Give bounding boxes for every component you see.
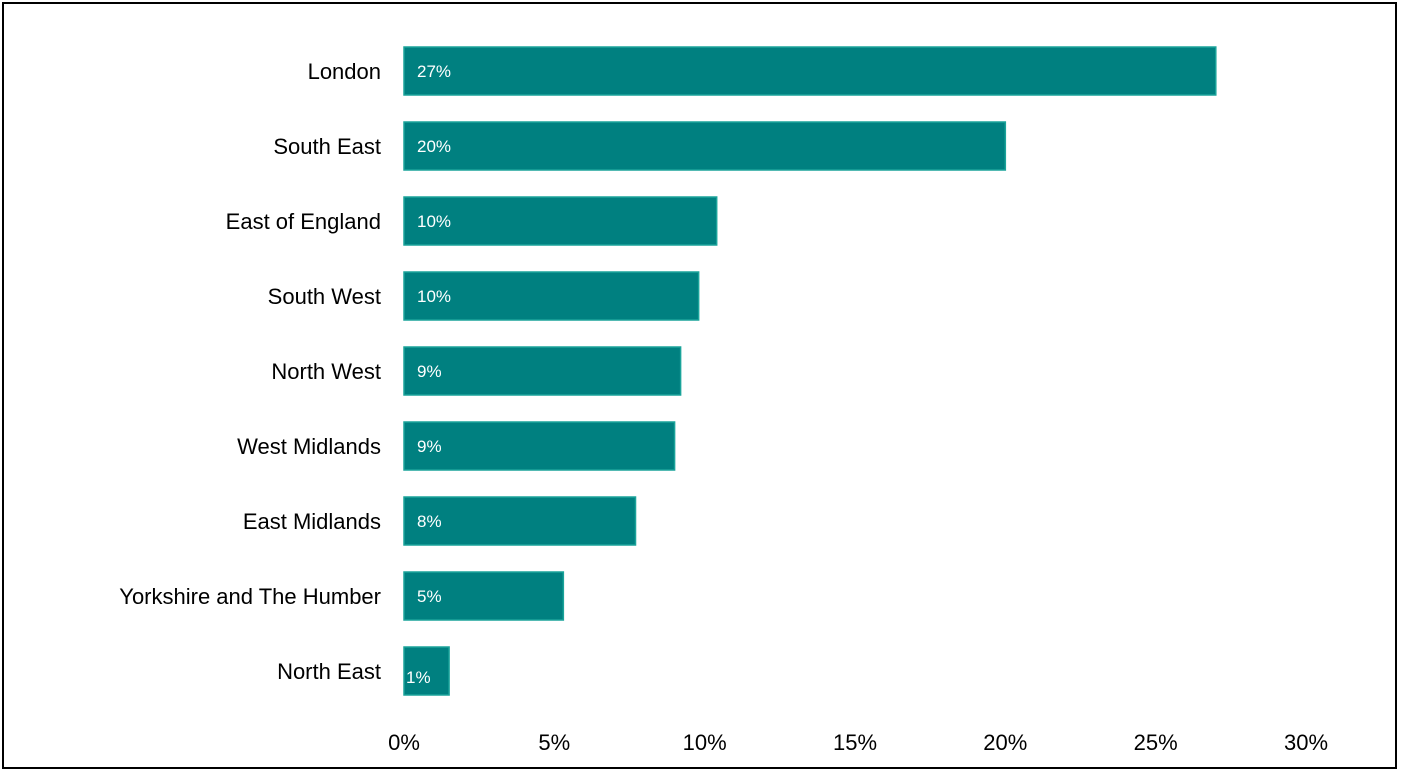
category-label: South East [273,134,381,159]
x-tick-label: 15% [833,730,877,755]
data-label: 10% [417,212,451,231]
bar [403,346,682,396]
bar [403,571,565,621]
x-tick-label: 10% [683,730,727,755]
bar [403,646,450,696]
category-label: West Midlands [237,434,381,459]
category-label: North West [271,359,381,384]
data-label: 8% [417,512,442,531]
bar [403,271,700,321]
bar [403,121,1007,171]
category-label: East Midlands [243,509,381,534]
bar [403,196,718,246]
bar [403,496,637,546]
x-tick-label: 20% [983,730,1027,755]
data-label: 9% [417,437,442,456]
bar [403,421,676,471]
x-tick-label: 30% [1284,730,1328,755]
category-label: Yorkshire and The Humber [119,584,381,609]
data-label: 9% [417,362,442,381]
category-label: North East [277,659,381,684]
data-label: 10% [417,287,451,306]
x-tick-label: 5% [538,730,570,755]
data-label: 20% [417,137,451,156]
bar [403,46,1217,96]
data-label: 5% [417,587,442,606]
category-label: South West [268,284,381,309]
x-tick-label: 25% [1134,730,1178,755]
x-tick-label: 0% [388,730,420,755]
category-label: East of England [226,209,381,234]
data-label: 27% [417,62,451,81]
data-label: 1% [406,668,431,687]
category-label: London [308,59,381,84]
